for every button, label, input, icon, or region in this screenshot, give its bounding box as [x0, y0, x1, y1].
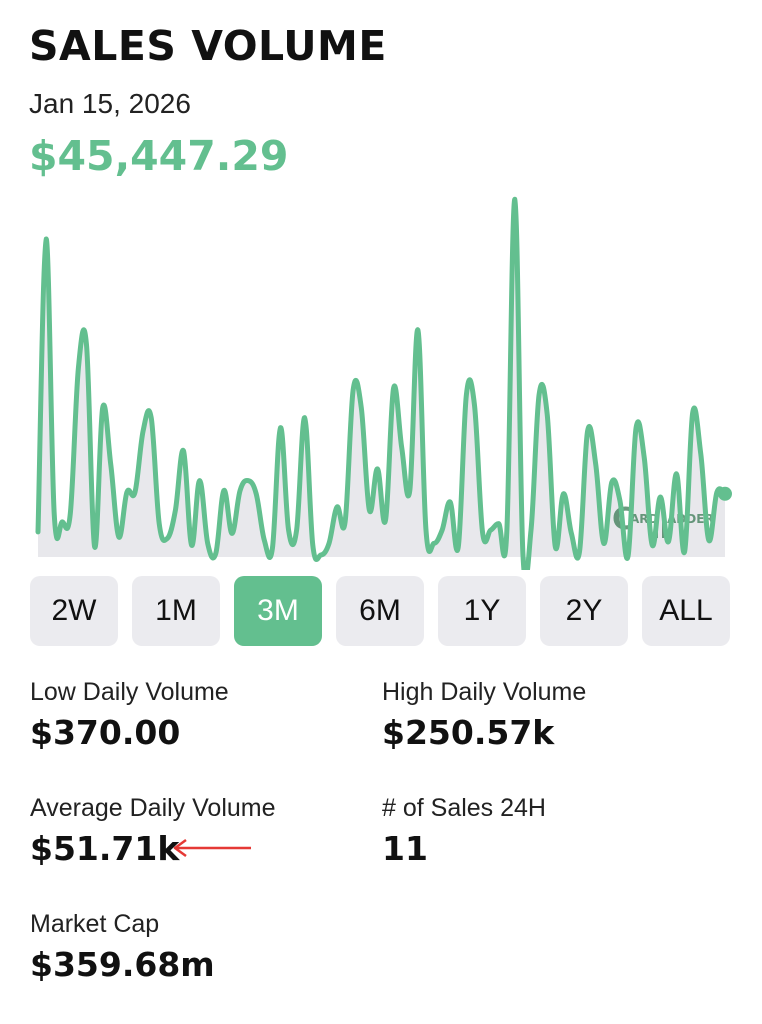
red-arrow-annotation-icon — [173, 838, 251, 858]
stat-sales-24h: # of Sales 24H 11 — [382, 794, 546, 868]
range-3m-button[interactable]: 3M — [234, 576, 322, 646]
stat-average-daily-volume: Average Daily Volume $51.71k — [30, 794, 276, 868]
chart-current-point[interactable] — [718, 486, 732, 501]
range-1y-button[interactable]: 1Y — [438, 576, 526, 646]
stat-label: High Daily Volume — [382, 678, 587, 706]
stat-high-daily-volume: High Daily Volume $250.57k — [382, 678, 586, 752]
stat-label: Average Daily Volume — [30, 794, 276, 822]
stat-value: $51.71k — [30, 829, 180, 868]
range-1m-button[interactable]: 1M — [132, 576, 220, 646]
sales-volume-chart[interactable]: C ARD ADDER — [0, 180, 762, 570]
stat-label: Market Cap — [30, 910, 160, 938]
page-title: SALES VOLUME — [29, 22, 387, 70]
chart-line — [35, 196, 728, 570]
stat-label: Low Daily Volume — [30, 678, 229, 706]
stat-low-daily-volume: Low Daily Volume $370.00 — [30, 678, 229, 752]
stat-label: # of Sales 24H — [382, 794, 546, 822]
stat-value: 11 — [382, 829, 428, 868]
stat-value: $359.68m — [30, 945, 215, 984]
stat-value: $370.00 — [30, 713, 181, 752]
selected-date: Jan 15, 2026 — [29, 88, 191, 119]
range-2w-button[interactable]: 2W — [30, 576, 118, 646]
time-range-selector: 2W 1M 3M 6M 1Y 2Y ALL — [30, 576, 730, 646]
selected-value: $45,447.29 — [29, 132, 289, 180]
range-2y-button[interactable]: 2Y — [540, 576, 628, 646]
stat-market-cap: Market Cap $359.68m — [30, 910, 215, 984]
range-6m-button[interactable]: 6M — [336, 576, 424, 646]
stat-value: $250.57k — [382, 713, 555, 752]
range-all-button[interactable]: ALL — [642, 576, 730, 646]
